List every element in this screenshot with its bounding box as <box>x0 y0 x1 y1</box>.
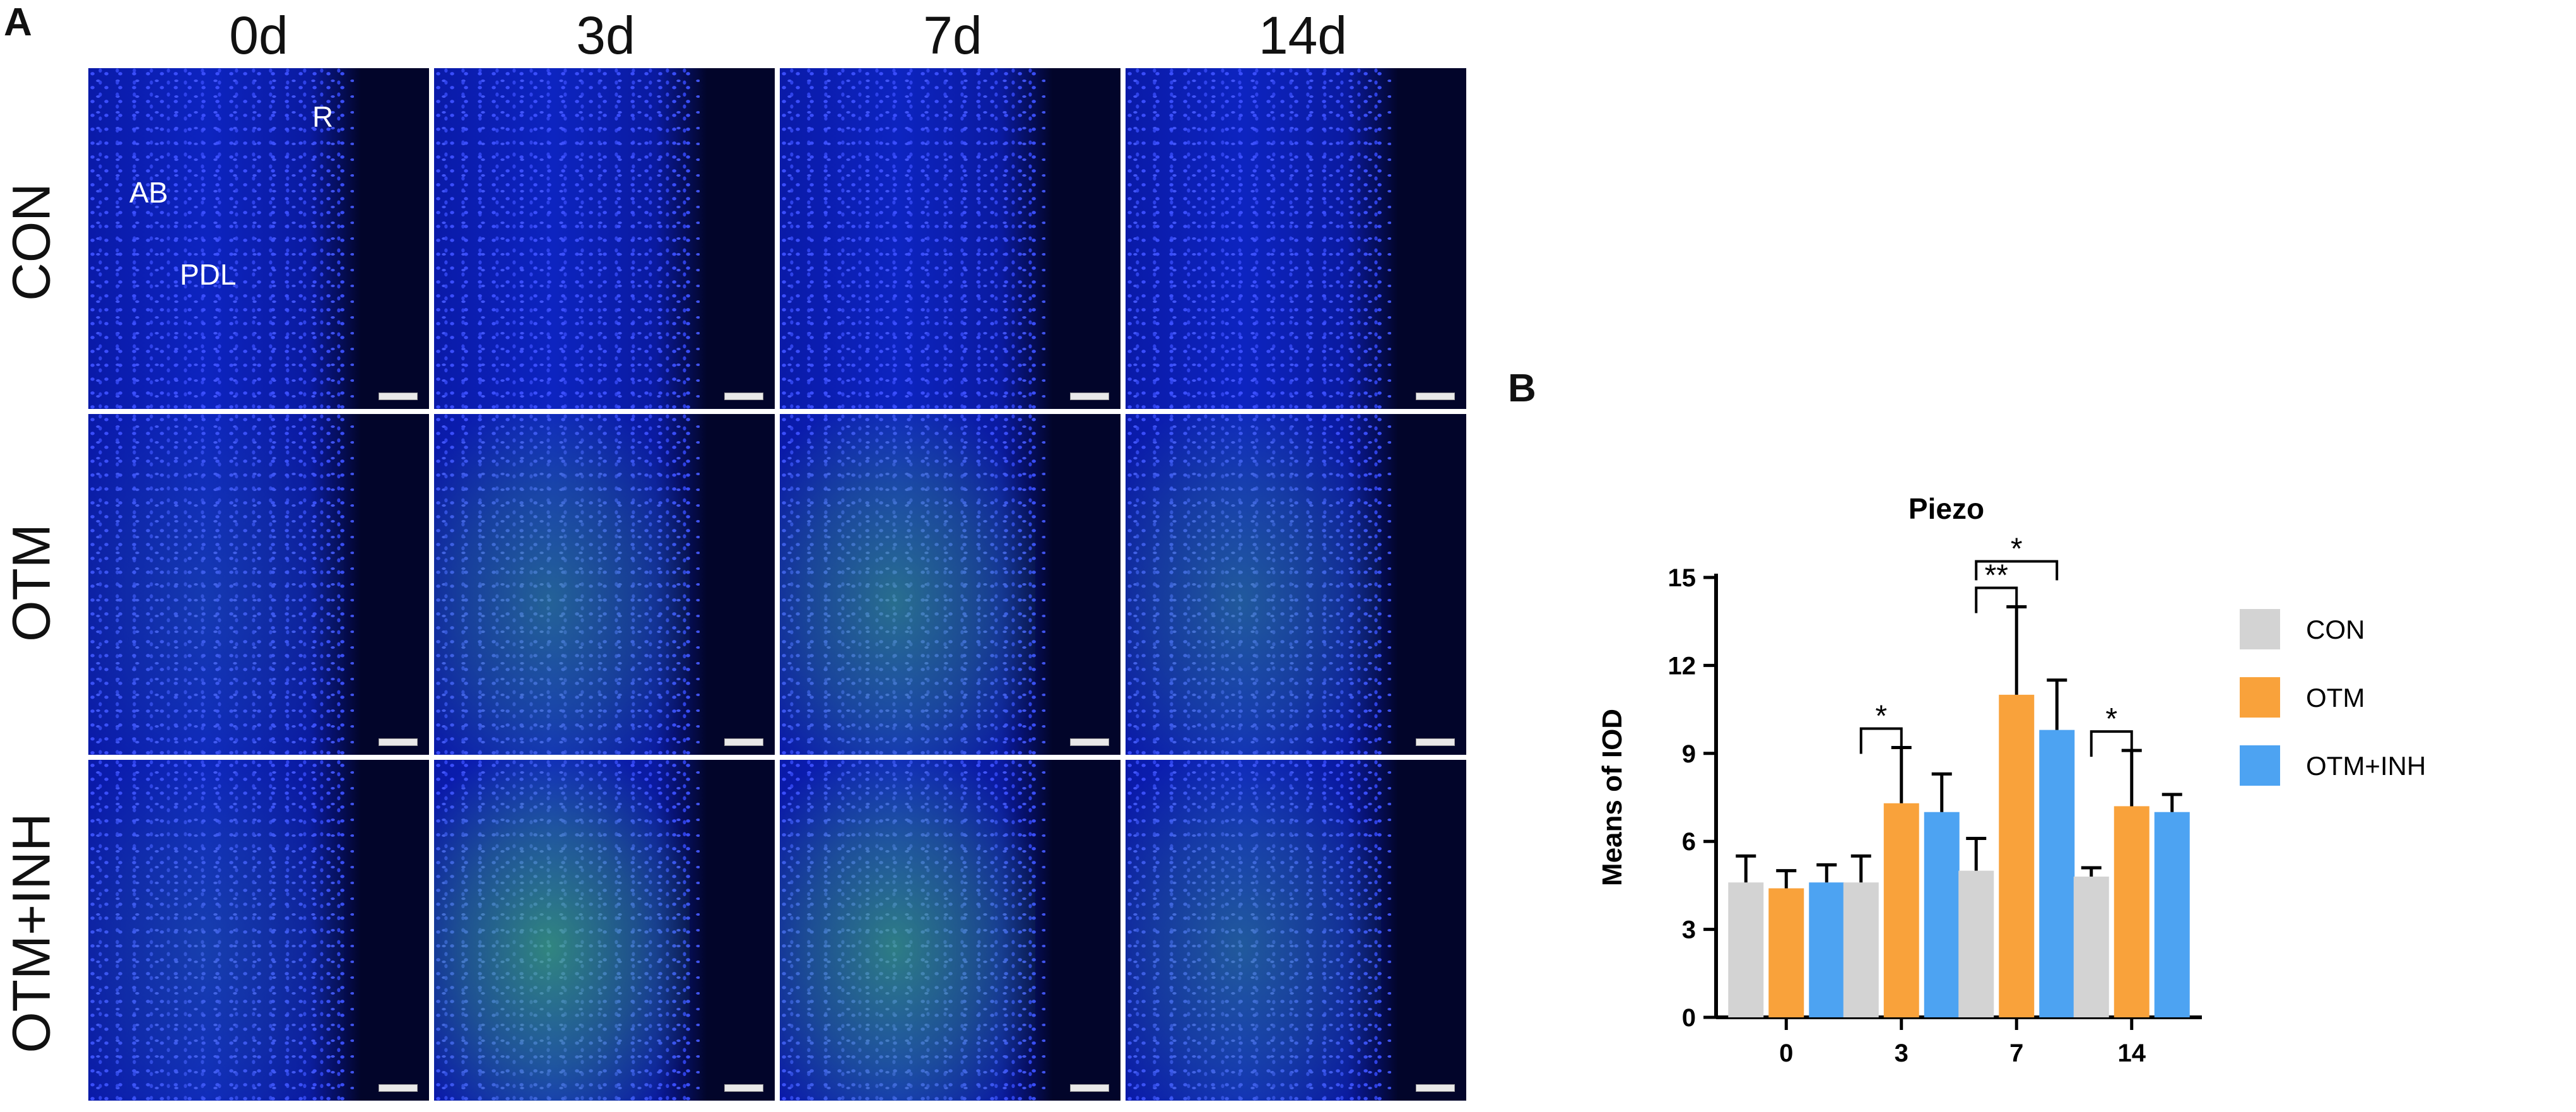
significance-bracket-label: * <box>2011 532 2023 565</box>
legend-swatch <box>2240 609 2280 649</box>
legend-label: OTM <box>2306 683 2365 713</box>
x-axis-label: Days <box>1919 1100 1985 1104</box>
y-tick-label: 12 <box>1668 652 1697 680</box>
legend-label: OTM+INH <box>2306 751 2426 781</box>
bar-otm-inh <box>2154 812 2190 1017</box>
bar-con <box>1728 882 1764 1017</box>
micrograph-tile <box>434 68 775 409</box>
bar-otm <box>2114 806 2150 1017</box>
micrograph-tile: AB R PDL <box>88 68 429 409</box>
column-header-14d: 14d <box>1258 6 1348 65</box>
bar-otm <box>1768 888 1804 1017</box>
y-tick-label: 0 <box>1682 1004 1696 1032</box>
significance-bracket <box>2090 730 2133 757</box>
bar-otm-inh <box>2039 730 2075 1017</box>
micrograph-tile <box>780 414 1120 755</box>
micrograph-tile <box>88 760 429 1101</box>
legend-swatch <box>2240 677 2280 718</box>
column-header-0d: 0d <box>229 6 288 65</box>
micrograph-grid: AB R PDL <box>88 68 1473 1112</box>
bar-otm-inh <box>1809 882 1845 1017</box>
bar-otm-inh <box>1924 812 1960 1017</box>
scale-bar <box>1070 738 1109 746</box>
y-tick-label: 3 <box>1682 916 1696 944</box>
panel-a-micrographs: A 0d 3d 7d 14d CON OTM OTM+INH AB R PDL <box>1 1 1473 1112</box>
scale-bar <box>1416 1084 1455 1092</box>
bar-otm <box>1883 803 1919 1017</box>
bar-con <box>1958 870 1994 1017</box>
y-axis-label: Means of IOD <box>1597 709 1628 886</box>
panel-b-letter: B <box>1508 367 1536 410</box>
micrograph-tile <box>88 414 429 755</box>
chart-title: Piezo <box>1908 492 1984 525</box>
tissue-label-ab: AB <box>129 176 168 209</box>
significance-bracket-label: ** <box>1985 559 2008 592</box>
x-tick-label: 7 <box>2009 1039 2023 1067</box>
micrograph-tile <box>1126 760 1466 1101</box>
legend-swatch <box>2240 745 2280 786</box>
tissue-label-pdl: PDL <box>180 258 237 291</box>
scale-bar <box>1416 393 1455 400</box>
column-header-7d: 7d <box>923 6 982 65</box>
micrograph-tile <box>1126 68 1466 409</box>
significance-bracket <box>1975 586 2018 613</box>
micrograph-tile <box>434 760 775 1101</box>
scale-bar <box>724 1084 763 1092</box>
row-header-con: CON <box>1 183 61 301</box>
micrograph-tile <box>1126 414 1466 755</box>
scale-bar <box>724 393 763 400</box>
row-header-otm: OTM <box>1 524 61 642</box>
panel-a-letter: A <box>4 1 32 44</box>
x-tick-label: 14 <box>2118 1039 2146 1067</box>
scale-bar <box>1416 738 1455 746</box>
y-tick-label: 9 <box>1682 740 1696 768</box>
micrograph-tile <box>434 414 775 755</box>
x-tick-label: 3 <box>1895 1039 1908 1067</box>
bar-con <box>2073 876 2109 1017</box>
significance-bracket-label: * <box>1875 700 1887 733</box>
scale-bar <box>379 1084 418 1092</box>
y-tick-label: 15 <box>1668 564 1697 592</box>
scale-bar <box>1070 393 1109 400</box>
row-header-otm-inh: OTM+INH <box>1 813 61 1053</box>
bar-otm <box>1999 694 2035 1017</box>
significance-bracket-label: * <box>2105 702 2117 736</box>
significance-bracket <box>1859 727 1903 754</box>
scale-bar <box>724 738 763 746</box>
scale-bar <box>379 738 418 746</box>
scale-bar <box>1070 1084 1109 1092</box>
legend-label: CON <box>2306 615 2365 644</box>
x-tick-label: 0 <box>1779 1039 1793 1067</box>
y-tick-label: 6 <box>1682 828 1696 856</box>
scale-bar <box>379 393 418 400</box>
micrograph-tile <box>780 68 1120 409</box>
bar-con <box>1843 882 1879 1017</box>
significance-bracket <box>1975 560 2059 581</box>
tissue-label-r: R <box>312 100 334 133</box>
micrograph-tile <box>780 760 1120 1101</box>
column-header-3d: 3d <box>576 6 635 65</box>
